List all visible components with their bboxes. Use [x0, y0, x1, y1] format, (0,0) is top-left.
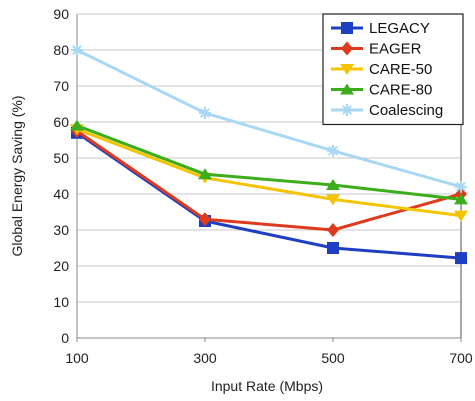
- series-group: [70, 44, 468, 265]
- y-tick-label: 0: [61, 330, 69, 346]
- data-point: [455, 252, 467, 265]
- series-line: [76, 48, 462, 189]
- legend: LEGACY EAGER CARE-50 CARE-80 Coalescing: [322, 13, 464, 126]
- series-coalescing: [71, 44, 467, 193]
- y-tick-label: 30: [53, 222, 69, 238]
- x-tick-labels: 100 300 500 700: [65, 350, 473, 366]
- data-point: [455, 180, 467, 193]
- y-tick-label: 40: [53, 186, 69, 202]
- y-tick-label: 20: [53, 258, 69, 274]
- data-point: [454, 193, 468, 205]
- legend-item: EAGER: [331, 41, 422, 58]
- data-point: [454, 210, 468, 222]
- legend-item: Coalescing: [331, 102, 443, 119]
- y-tick-label: 70: [53, 78, 69, 94]
- series-line: [76, 124, 462, 201]
- legend-marker: [341, 104, 353, 116]
- data-point: [326, 179, 340, 190]
- y-tick-label: 90: [53, 6, 69, 22]
- legend-marker: [341, 41, 353, 56]
- y-tick-label: 50: [53, 150, 69, 166]
- x-tick-label: 300: [193, 350, 217, 366]
- data-point: [199, 107, 211, 119]
- series-line: [76, 127, 462, 218]
- legend-label: CARE-50: [369, 61, 432, 78]
- series-line: [76, 129, 462, 232]
- legend-item: LEGACY: [331, 20, 430, 37]
- legend-label: LEGACY: [369, 20, 430, 37]
- x-axis-label: Input Rate (Mbps): [211, 378, 323, 394]
- y-tick-label: 80: [53, 42, 69, 58]
- data-point: [198, 168, 212, 180]
- y-tick-label: 10: [53, 294, 69, 310]
- legend-item: CARE-50: [331, 61, 432, 78]
- y-axis-label: Global Energy Saving (%): [9, 95, 25, 256]
- x-tick-label: 700: [449, 350, 473, 366]
- data-point: [326, 194, 340, 206]
- y-tick-label: 60: [53, 114, 69, 130]
- data-point: [199, 212, 211, 227]
- legend-item: CARE-80: [331, 82, 432, 99]
- data-point: [71, 44, 83, 56]
- x-tick-label: 100: [65, 350, 89, 366]
- data-point: [327, 242, 339, 254]
- data-point: [70, 119, 84, 131]
- legend-marker: [340, 83, 354, 95]
- legend-marker: [340, 64, 354, 75]
- legend-label: CARE-80: [369, 82, 432, 99]
- data-point: [327, 144, 339, 157]
- x-tick-label: 500: [321, 350, 345, 366]
- series-care-80: [70, 119, 468, 205]
- y-tick-labels: 0 10 20 30 40 50 60 70 80 90: [53, 6, 69, 346]
- legend-label: Coalescing: [369, 102, 443, 119]
- legend-label: EAGER: [369, 41, 422, 58]
- data-point: [327, 223, 339, 237]
- legend-marker: [341, 22, 353, 34]
